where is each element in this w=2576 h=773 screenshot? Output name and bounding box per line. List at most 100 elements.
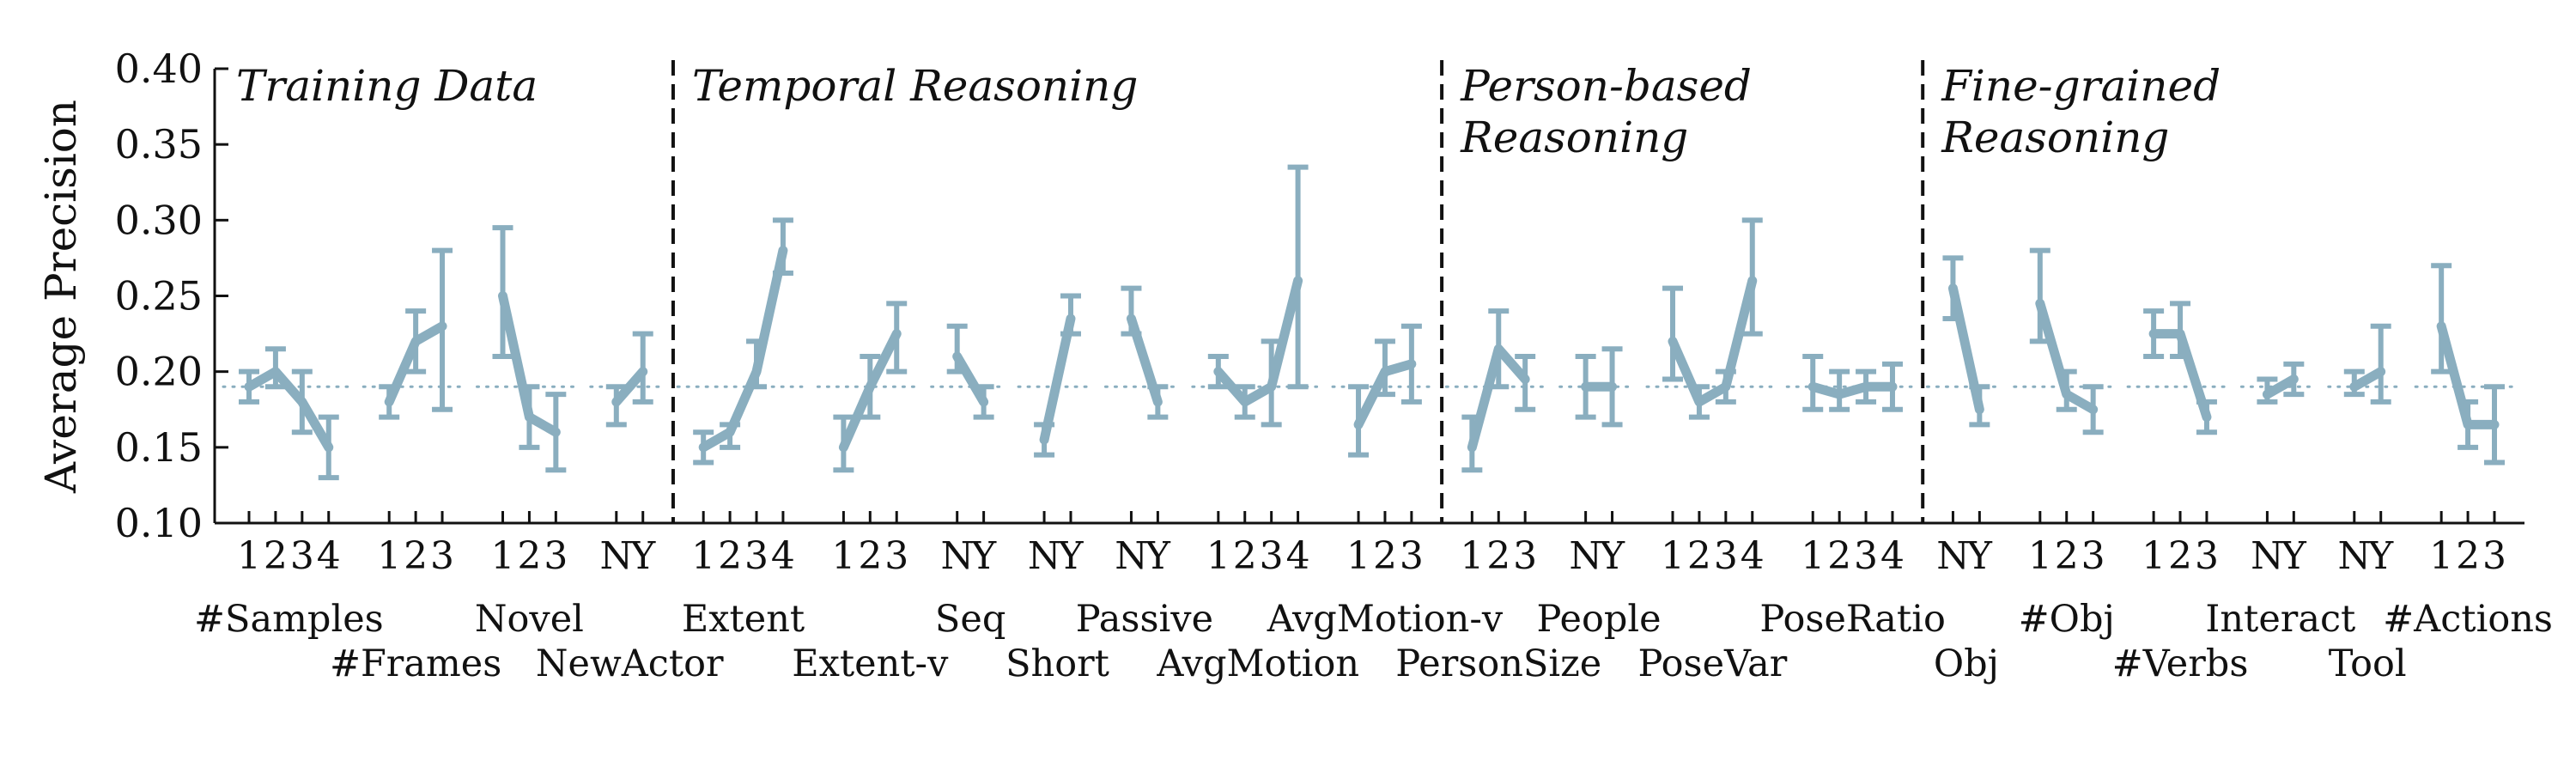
series-line xyxy=(1668,276,1758,407)
group-label: People xyxy=(1537,598,1662,641)
series-line xyxy=(611,367,648,407)
series-line xyxy=(698,246,788,453)
series-line xyxy=(1213,276,1303,407)
section-label: Temporal Reasoning xyxy=(692,61,1138,111)
axes-layer xyxy=(213,69,2524,525)
x-tick-label: 3 xyxy=(2195,534,2219,578)
x-tick-label: 1 xyxy=(2429,534,2453,578)
y-tick-label: 0.10 xyxy=(115,500,203,546)
x-tick-label: 2 xyxy=(2055,534,2079,578)
section-label: Reasoning xyxy=(1941,113,2169,162)
y-tick-label: 0.15 xyxy=(115,424,203,471)
x-tick-label: N xyxy=(2338,534,2372,578)
x-tick-label: N xyxy=(1569,534,1602,578)
series-line xyxy=(1467,344,1530,453)
section-label: Training Data xyxy=(236,61,538,111)
group-label: Obj xyxy=(1934,642,1999,685)
x-tick-label: 1 xyxy=(2028,534,2052,578)
x-tick-label: 3 xyxy=(1400,534,1424,578)
x-tick-label: 1 xyxy=(1661,534,1685,578)
series-line xyxy=(244,367,334,453)
x-tick-label: 1 xyxy=(691,534,715,578)
x-tick-label: 3 xyxy=(290,534,314,578)
x-tick-label: 2 xyxy=(2168,534,2192,578)
x-tick-label: 3 xyxy=(544,534,568,578)
group-label: AvgMotion xyxy=(1156,642,1359,685)
x-tick-label: Y xyxy=(629,534,656,578)
x-tick-label: 1 xyxy=(1346,534,1370,578)
x-tick-label: 3 xyxy=(1854,534,1878,578)
x-tick-label: 3 xyxy=(430,534,454,578)
series-line xyxy=(2262,374,2299,399)
x-tick-label: 2 xyxy=(1486,534,1510,578)
x-tick-label: 3 xyxy=(744,534,769,578)
x-tick-label: N xyxy=(1028,534,1061,578)
x-tick-label: 2 xyxy=(2456,534,2480,578)
series-line xyxy=(838,329,902,453)
x-tick-label: 2 xyxy=(517,534,541,578)
x-tick-label: 2 xyxy=(264,534,288,578)
x-tick-label: N xyxy=(600,534,634,578)
group-label: Extent-v xyxy=(792,642,949,685)
group-label: Seq xyxy=(935,598,1005,641)
x-tick-label: 1 xyxy=(1801,534,1825,578)
x-tick-label: 1 xyxy=(831,534,855,578)
group-label: #Samples xyxy=(194,598,384,641)
series-line xyxy=(952,351,989,407)
x-tick-label: 3 xyxy=(2482,534,2506,578)
group-label: Passive xyxy=(1076,598,1213,641)
y-tick-label: 0.25 xyxy=(115,273,203,320)
y-tick-label: 0.35 xyxy=(115,121,203,167)
group-label: Short xyxy=(1005,642,1109,685)
series-line xyxy=(1039,313,1076,445)
group-label: PoseVar xyxy=(1637,642,1787,685)
group-label: Extent xyxy=(682,598,805,641)
group-labels: #Samples#FramesNovelNewActorExtentExtent… xyxy=(194,598,2553,685)
series-line xyxy=(384,321,447,407)
series-line xyxy=(1807,381,1898,399)
x-tick-label: 4 xyxy=(317,534,341,578)
x-tick-label: 1 xyxy=(237,534,261,578)
y-tick-label: 0.40 xyxy=(115,46,203,92)
x-tick-label: 1 xyxy=(491,534,515,578)
series-line xyxy=(2436,321,2500,429)
group-label: AvgMotion-v xyxy=(1267,598,1504,641)
group-label: PersonSize xyxy=(1395,642,1601,685)
x-tick-label: N xyxy=(1936,534,1970,578)
group-label: #Obj xyxy=(2019,598,2115,641)
section-label: Person-based xyxy=(1460,61,1752,111)
x-tick-label: Y xyxy=(2281,534,2307,578)
x-tick-label: 3 xyxy=(1260,534,1284,578)
group-label: PoseRatio xyxy=(1759,598,1946,641)
series-line xyxy=(498,291,561,437)
x-tick-label: N xyxy=(2251,534,2284,578)
group-label: #Frames xyxy=(330,642,501,685)
x-tick-label: Y xyxy=(1599,534,1625,578)
x-tick-label: 1 xyxy=(2142,534,2166,578)
x-tick-label: Y xyxy=(1966,534,1993,578)
x-tick-label: 3 xyxy=(1714,534,1738,578)
x-tick-label: Y xyxy=(2367,534,2394,578)
section-label: Reasoning xyxy=(1460,113,1688,162)
y-tick-label: 0.30 xyxy=(115,197,203,243)
x-tick-label: 4 xyxy=(1286,534,1310,578)
x-tick-label: Y xyxy=(1145,534,1171,578)
group-label: Novel xyxy=(475,598,584,641)
category-tick-labels: 1 2 3 4 1 2 3 1 2 3 NY 1 2 3 4 1 2 3 NY NY NY 1 2 3 4 1 2 3 1 2 3 NY 1 2 3… xyxy=(237,511,2506,578)
x-tick-label: Y xyxy=(1057,534,1084,578)
series-line xyxy=(2349,367,2386,392)
group-label: Interact xyxy=(2205,598,2355,641)
x-tick-label: 4 xyxy=(1741,534,1765,578)
group-label: #Actions xyxy=(2383,598,2553,641)
series-line xyxy=(2035,298,2099,415)
group-label: Tool xyxy=(2329,642,2407,685)
x-tick-label: 3 xyxy=(884,534,908,578)
x-tick-label: N xyxy=(1115,534,1148,578)
x-tick-label: 2 xyxy=(404,534,428,578)
x-tick-label: 3 xyxy=(1513,534,1537,578)
x-tick-label: 2 xyxy=(858,534,882,578)
section-labels: Training Data Temporal Reasoning Person-ba… xyxy=(236,61,2221,162)
x-tick-label: 2 xyxy=(1373,534,1397,578)
series-line xyxy=(1126,313,1163,407)
